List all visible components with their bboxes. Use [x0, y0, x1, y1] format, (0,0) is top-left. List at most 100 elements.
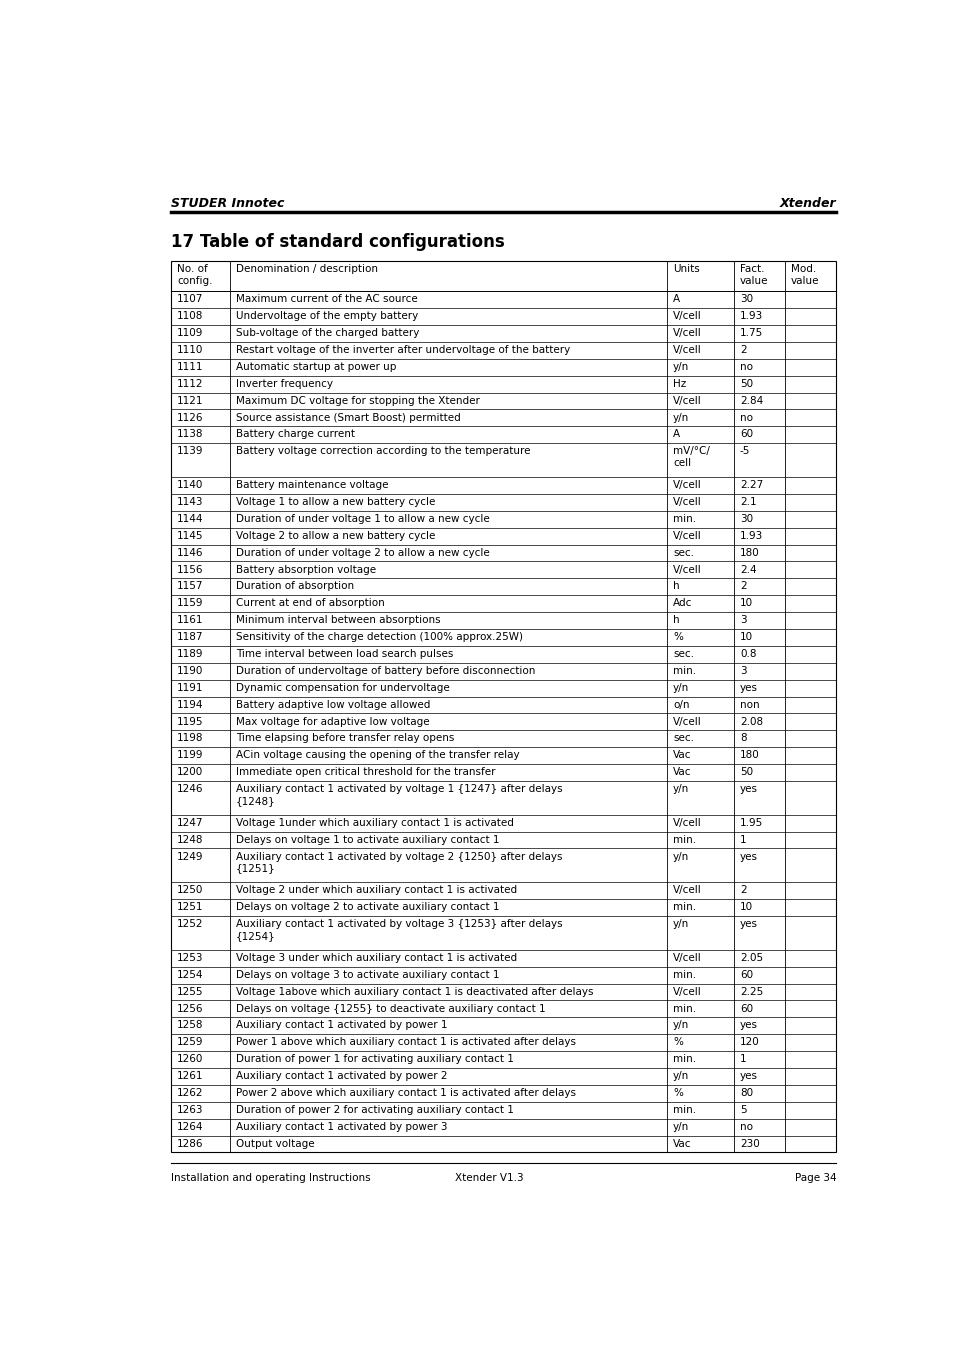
Text: h: h: [672, 615, 679, 626]
Text: 1198: 1198: [176, 734, 203, 743]
Text: Mod.
value: Mod. value: [790, 263, 819, 285]
Text: Sub-voltage of the charged battery: Sub-voltage of the charged battery: [235, 328, 419, 338]
Text: V/cell: V/cell: [672, 328, 701, 338]
Text: 1107: 1107: [176, 295, 203, 304]
Text: 1138: 1138: [176, 430, 203, 439]
Text: Fact.
value: Fact. value: [740, 263, 768, 285]
Text: 1195: 1195: [176, 716, 203, 727]
Text: Delays on voltage 1 to activate auxiliary contact 1: Delays on voltage 1 to activate auxiliar…: [235, 835, 499, 844]
Text: 1263: 1263: [176, 1105, 203, 1115]
Text: V/cell: V/cell: [672, 311, 701, 322]
Text: 1146: 1146: [176, 547, 203, 558]
Text: 30: 30: [740, 295, 752, 304]
Text: 1108: 1108: [176, 311, 203, 322]
Text: Delays on voltage {1255} to deactivate auxiliary contact 1: Delays on voltage {1255} to deactivate a…: [235, 1004, 545, 1013]
Text: Voltage 1 to allow a new battery cycle: Voltage 1 to allow a new battery cycle: [235, 497, 435, 507]
Text: %: %: [672, 632, 682, 642]
Text: y/n: y/n: [672, 1020, 689, 1031]
Text: 1112: 1112: [176, 378, 203, 389]
Text: STUDER Innotec: STUDER Innotec: [171, 197, 284, 211]
Text: 1189: 1189: [176, 648, 203, 659]
Text: min.: min.: [672, 970, 696, 979]
Text: yes: yes: [740, 1020, 758, 1031]
Text: ACin voltage causing the opening of the transfer relay: ACin voltage causing the opening of the …: [235, 750, 519, 761]
Text: 1145: 1145: [176, 531, 203, 540]
Text: -5: -5: [740, 446, 750, 457]
Text: 2.84: 2.84: [740, 396, 762, 405]
Text: 1191: 1191: [176, 682, 203, 693]
Text: 1254: 1254: [176, 970, 203, 979]
Text: Voltage 1under which auxiliary contact 1 is activated: Voltage 1under which auxiliary contact 1…: [235, 817, 514, 828]
Text: Battery charge current: Battery charge current: [235, 430, 355, 439]
Text: 1264: 1264: [176, 1121, 203, 1132]
Text: Time elapsing before transfer relay opens: Time elapsing before transfer relay open…: [235, 734, 454, 743]
Text: 60: 60: [740, 1004, 752, 1013]
Text: 1261: 1261: [176, 1071, 203, 1081]
Text: Page 34: Page 34: [794, 1173, 836, 1183]
Text: 1126: 1126: [176, 412, 203, 423]
Text: Battery voltage correction according to the temperature: Battery voltage correction according to …: [235, 446, 530, 457]
Text: 50: 50: [740, 378, 752, 389]
Text: Voltage 1above which auxiliary contact 1 is deactivated after delays: Voltage 1above which auxiliary contact 1…: [235, 986, 593, 997]
Text: 80: 80: [740, 1088, 752, 1098]
Text: Duration of absorption: Duration of absorption: [235, 581, 354, 592]
Text: V/cell: V/cell: [672, 396, 701, 405]
Text: sec.: sec.: [672, 734, 693, 743]
Text: V/cell: V/cell: [672, 885, 701, 896]
Text: 60: 60: [740, 970, 752, 979]
Text: Units: Units: [672, 263, 700, 274]
Text: 1259: 1259: [176, 1038, 203, 1047]
Text: 1143: 1143: [176, 497, 203, 507]
Text: 10: 10: [740, 598, 752, 608]
Text: %: %: [672, 1038, 682, 1047]
Text: Battery maintenance voltage: Battery maintenance voltage: [235, 480, 388, 490]
Text: 30: 30: [740, 513, 752, 524]
Text: 1246: 1246: [176, 784, 203, 794]
Text: Time interval between load search pulses: Time interval between load search pulses: [235, 648, 453, 659]
Text: Undervoltage of the empty battery: Undervoltage of the empty battery: [235, 311, 417, 322]
Text: y/n: y/n: [672, 784, 689, 794]
Text: Voltage 2 under which auxiliary contact 1 is activated: Voltage 2 under which auxiliary contact …: [235, 885, 517, 896]
Text: Auxiliary contact 1 activated by voltage 1 {1247} after delays
{1248}: Auxiliary contact 1 activated by voltage…: [235, 784, 562, 805]
Text: h: h: [672, 581, 679, 592]
Text: min.: min.: [672, 1004, 696, 1013]
Text: 1: 1: [740, 835, 746, 844]
Text: 2.05: 2.05: [740, 952, 762, 963]
Text: no: no: [740, 412, 752, 423]
Text: Battery adaptive low voltage allowed: Battery adaptive low voltage allowed: [235, 700, 430, 709]
Text: V/cell: V/cell: [672, 986, 701, 997]
Text: 1109: 1109: [176, 328, 203, 338]
Text: Auxiliary contact 1 activated by voltage 2 {1250} after delays
{1251}: Auxiliary contact 1 activated by voltage…: [235, 851, 562, 873]
Text: V/cell: V/cell: [672, 565, 701, 574]
Text: Duration of power 2 for activating auxiliary contact 1: Duration of power 2 for activating auxil…: [235, 1105, 514, 1115]
Text: Power 2 above which auxiliary contact 1 is activated after delays: Power 2 above which auxiliary contact 1 …: [235, 1088, 576, 1098]
Text: 1.93: 1.93: [740, 311, 762, 322]
Text: Hz: Hz: [672, 378, 685, 389]
Text: Installation and operating Instructions: Installation and operating Instructions: [171, 1173, 371, 1183]
Text: Automatic startup at power up: Automatic startup at power up: [235, 362, 395, 372]
Text: 180: 180: [740, 547, 759, 558]
Text: 1258: 1258: [176, 1020, 203, 1031]
Text: Duration of under voltage 1 to allow a new cycle: Duration of under voltage 1 to allow a n…: [235, 513, 489, 524]
Text: 1256: 1256: [176, 1004, 203, 1013]
Text: 1194: 1194: [176, 700, 203, 709]
Text: 2: 2: [740, 885, 746, 896]
Text: yes: yes: [740, 1071, 758, 1081]
Text: Duration of under voltage 2 to allow a new cycle: Duration of under voltage 2 to allow a n…: [235, 547, 489, 558]
Text: 1248: 1248: [176, 835, 203, 844]
Text: 1110: 1110: [176, 345, 203, 355]
Text: 5: 5: [740, 1105, 746, 1115]
Text: Delays on voltage 3 to activate auxiliary contact 1: Delays on voltage 3 to activate auxiliar…: [235, 970, 499, 979]
Text: 180: 180: [740, 750, 759, 761]
Text: 1159: 1159: [176, 598, 203, 608]
Text: no: no: [740, 1121, 752, 1132]
Text: Auxiliary contact 1 activated by power 3: Auxiliary contact 1 activated by power 3: [235, 1121, 447, 1132]
Text: Denomination / description: Denomination / description: [235, 263, 377, 274]
Text: 2.4: 2.4: [740, 565, 756, 574]
Text: 1247: 1247: [176, 817, 203, 828]
Text: y/n: y/n: [672, 1121, 689, 1132]
Text: 2.25: 2.25: [740, 986, 762, 997]
Text: 1156: 1156: [176, 565, 203, 574]
Text: V/cell: V/cell: [672, 531, 701, 540]
Text: Immediate open critical threshold for the transfer: Immediate open critical threshold for th…: [235, 767, 495, 777]
